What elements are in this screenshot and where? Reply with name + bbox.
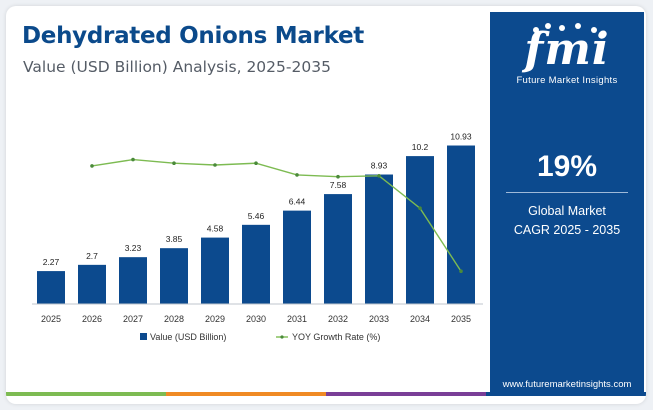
line-point-2027 bbox=[131, 157, 135, 162]
line-point-2031 bbox=[295, 173, 299, 177]
stripe-purple bbox=[326, 392, 486, 396]
data-label-2027: 3.23 bbox=[125, 243, 142, 253]
sidebar-panel: fmi Future Market Insights 19% Global Ma… bbox=[490, 12, 644, 392]
data-label-2030: 5.46 bbox=[248, 211, 265, 221]
logo-dots-icon bbox=[533, 23, 597, 33]
data-label-2029: 4.58 bbox=[207, 224, 224, 234]
data-label-2028: 3.85 bbox=[166, 234, 183, 244]
bar-2032 bbox=[324, 194, 352, 304]
line-point-2032 bbox=[336, 174, 340, 179]
stripe-green bbox=[6, 392, 166, 396]
legend-marker-yoy bbox=[280, 335, 284, 339]
line-point-2028 bbox=[172, 161, 176, 165]
x-tick-2029: 2029 bbox=[205, 314, 225, 324]
x-tick-2030: 2030 bbox=[246, 314, 266, 324]
x-tick-2028: 2028 bbox=[164, 314, 184, 324]
bar-2025 bbox=[37, 271, 65, 304]
line-point-2029 bbox=[213, 163, 217, 167]
cagr-value: 19% bbox=[536, 150, 598, 183]
x-tick-2025: 2025 bbox=[41, 314, 61, 324]
x-tick-2026: 2026 bbox=[82, 314, 102, 324]
cagr-label: Global Market CAGR 2025 - 2035 bbox=[490, 202, 644, 240]
legend-swatch-value bbox=[140, 333, 147, 340]
data-label-2032: 7.58 bbox=[330, 180, 347, 190]
x-tick-2027: 2027 bbox=[123, 314, 143, 324]
page-title: Dehydrated Onions Market bbox=[22, 23, 364, 49]
bar-2029 bbox=[201, 237, 229, 304]
series-line-yoy-growth bbox=[91, 158, 462, 272]
x-tick-2033: 2033 bbox=[369, 314, 389, 324]
data-label-2034: 10.2 bbox=[412, 142, 429, 152]
line-point-2026 bbox=[90, 164, 94, 168]
stripe-blue bbox=[486, 392, 646, 396]
page-subtitle: Value (USD Billion) Analysis, 2025-2035 bbox=[23, 58, 331, 76]
x-tick-2034: 2034 bbox=[410, 314, 430, 324]
data-label-2035: 10.93 bbox=[450, 132, 472, 142]
cagr-label-line1: Global Market bbox=[528, 204, 606, 218]
line-point-2033 bbox=[377, 174, 381, 178]
line-point-2030 bbox=[254, 161, 258, 165]
line-point-2035 bbox=[459, 269, 463, 274]
divider bbox=[506, 192, 628, 193]
bar-2034 bbox=[406, 156, 434, 304]
line-point-2034 bbox=[418, 206, 422, 210]
bar-2030 bbox=[242, 224, 270, 304]
cagr-label-line2: CAGR 2025 - 2035 bbox=[513, 223, 621, 237]
bar-2028 bbox=[160, 248, 188, 304]
x-tick-2035: 2035 bbox=[451, 314, 471, 324]
bar-2026 bbox=[78, 264, 106, 304]
data-label-2031: 6.44 bbox=[289, 197, 306, 207]
x-tick-2031: 2031 bbox=[287, 314, 307, 324]
bar-2035 bbox=[447, 145, 475, 304]
data-label-2033: 8.93 bbox=[371, 161, 388, 171]
infographic-card: Dehydrated Onions Market Value (USD Bill… bbox=[6, 6, 646, 404]
bar-2033 bbox=[365, 174, 393, 304]
bar-2027 bbox=[119, 257, 147, 304]
website-link[interactable]: www.futuremarketinsights.com bbox=[502, 379, 632, 390]
bar-2031 bbox=[283, 210, 311, 304]
color-stripes bbox=[6, 392, 646, 396]
fmi-logo: fmi bbox=[524, 24, 610, 75]
data-label-2025: 2.27 bbox=[43, 257, 60, 267]
stripe-orange bbox=[166, 392, 326, 396]
x-tick-2032: 2032 bbox=[328, 314, 348, 324]
logo-subtitle: Future Market Insights bbox=[516, 75, 618, 86]
data-label-2026: 2.7 bbox=[86, 251, 98, 261]
chart: 2.27 2025 2.7 2026 3.23 2027 3.85 2028 4.58 2029 5… bbox=[32, 132, 483, 342]
legend-label-value: Value (USD Billion) bbox=[150, 332, 226, 342]
legend-label-yoy: YOY Growth Rate (%) bbox=[292, 332, 380, 342]
